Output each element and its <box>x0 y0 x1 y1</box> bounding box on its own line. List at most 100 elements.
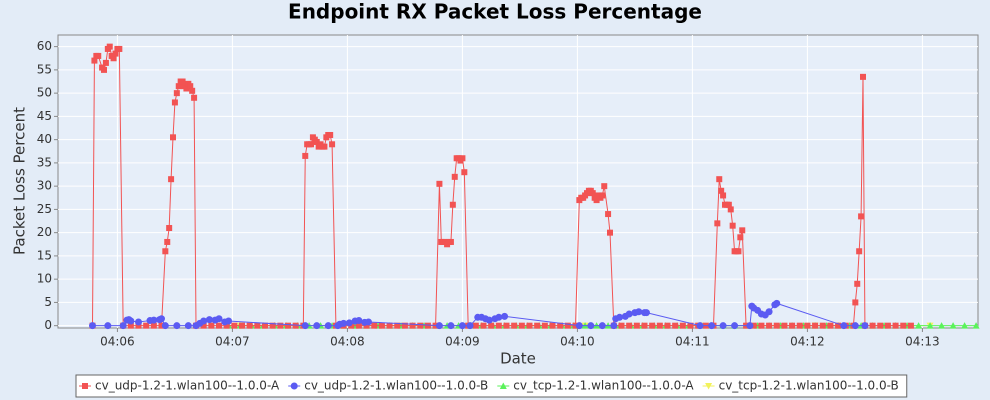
marker <box>301 322 309 330</box>
chart-title: Endpoint RX Packet Loss Percentage <box>288 0 702 24</box>
marker <box>327 131 334 138</box>
marker <box>716 176 723 183</box>
marker <box>378 322 385 329</box>
marker <box>601 183 608 190</box>
marker <box>564 322 571 329</box>
marker <box>949 322 957 329</box>
marker <box>480 322 487 329</box>
marker <box>173 90 180 97</box>
marker <box>321 143 328 150</box>
marker <box>731 322 739 330</box>
marker <box>599 192 606 199</box>
marker <box>641 322 648 329</box>
x-tick-label: 04:12 <box>790 335 825 349</box>
marker <box>135 322 142 329</box>
marker <box>394 322 401 329</box>
marker <box>447 238 454 245</box>
marker <box>162 248 169 255</box>
marker <box>150 322 157 329</box>
marker <box>605 211 612 218</box>
marker <box>308 141 314 148</box>
legend-label: cv_tcp-1.2-1.wlan100--1.0.0-A <box>513 379 694 393</box>
marker <box>907 322 914 329</box>
marker <box>302 152 309 159</box>
series <box>89 299 869 330</box>
marker <box>607 229 613 236</box>
marker <box>135 318 142 326</box>
marker <box>223 322 230 329</box>
marker <box>106 43 113 50</box>
marker <box>635 308 643 316</box>
marker <box>593 197 600 204</box>
marker <box>679 322 686 329</box>
marker <box>365 318 372 326</box>
legend-label: cv_udp-1.2-1.wlan100--1.0.0-B <box>304 379 488 393</box>
marker <box>750 322 757 329</box>
marker <box>633 322 640 329</box>
marker <box>915 322 923 329</box>
marker <box>485 316 493 324</box>
marker <box>466 322 474 330</box>
y-tick-label: 45 <box>37 109 52 123</box>
legend-label: cv_udp-1.2-1.wlan100--1.0.0-A <box>95 379 280 393</box>
marker <box>246 322 253 329</box>
marker <box>511 322 518 329</box>
marker <box>719 322 727 330</box>
marker <box>424 322 431 329</box>
marker <box>102 59 109 66</box>
marker <box>451 173 458 180</box>
marker <box>827 322 834 329</box>
marker <box>89 322 96 330</box>
legend-marker <box>499 382 507 389</box>
marker <box>884 322 891 329</box>
marker <box>191 94 198 101</box>
legend-marker <box>290 382 298 390</box>
marker <box>819 322 826 329</box>
marker <box>534 322 541 329</box>
marker <box>488 322 495 329</box>
y-tick-label: 35 <box>37 155 52 169</box>
marker <box>184 322 192 330</box>
marker <box>216 322 222 329</box>
marker <box>461 169 468 176</box>
y-tick-label: 30 <box>37 179 52 193</box>
marker <box>714 220 721 227</box>
y-tick-label: 55 <box>37 62 52 76</box>
marker <box>735 248 742 255</box>
marker <box>158 315 165 323</box>
marker <box>589 190 596 197</box>
marker <box>972 322 980 329</box>
marker <box>447 322 455 330</box>
marker <box>91 57 98 64</box>
marker <box>737 234 744 241</box>
marker <box>852 299 859 306</box>
legend-marker <box>705 383 713 390</box>
x-axis-title: Date <box>500 350 536 368</box>
marker <box>269 322 276 329</box>
marker <box>200 322 207 329</box>
grid: 0 5 10 15 20 25 30 35 40 45 50 55 60 04:06 04:07 04:08 0… <box>37 35 978 349</box>
marker <box>277 322 284 329</box>
marker <box>616 313 624 321</box>
marker <box>626 322 633 329</box>
marker <box>501 312 509 320</box>
marker <box>526 322 533 329</box>
marker <box>610 322 618 330</box>
marker <box>161 322 169 330</box>
marker <box>765 308 773 316</box>
x-tick-label: 04:06 <box>100 335 135 349</box>
marker <box>171 99 178 106</box>
marker <box>856 248 863 255</box>
marker <box>900 322 907 329</box>
marker <box>739 227 746 234</box>
marker <box>285 322 291 329</box>
y-tick-label: 0 <box>44 318 52 332</box>
marker <box>116 45 123 52</box>
marker <box>313 322 321 330</box>
marker <box>541 322 548 329</box>
marker <box>746 322 754 330</box>
marker <box>796 322 803 329</box>
marker <box>409 322 416 329</box>
marker <box>345 319 353 327</box>
